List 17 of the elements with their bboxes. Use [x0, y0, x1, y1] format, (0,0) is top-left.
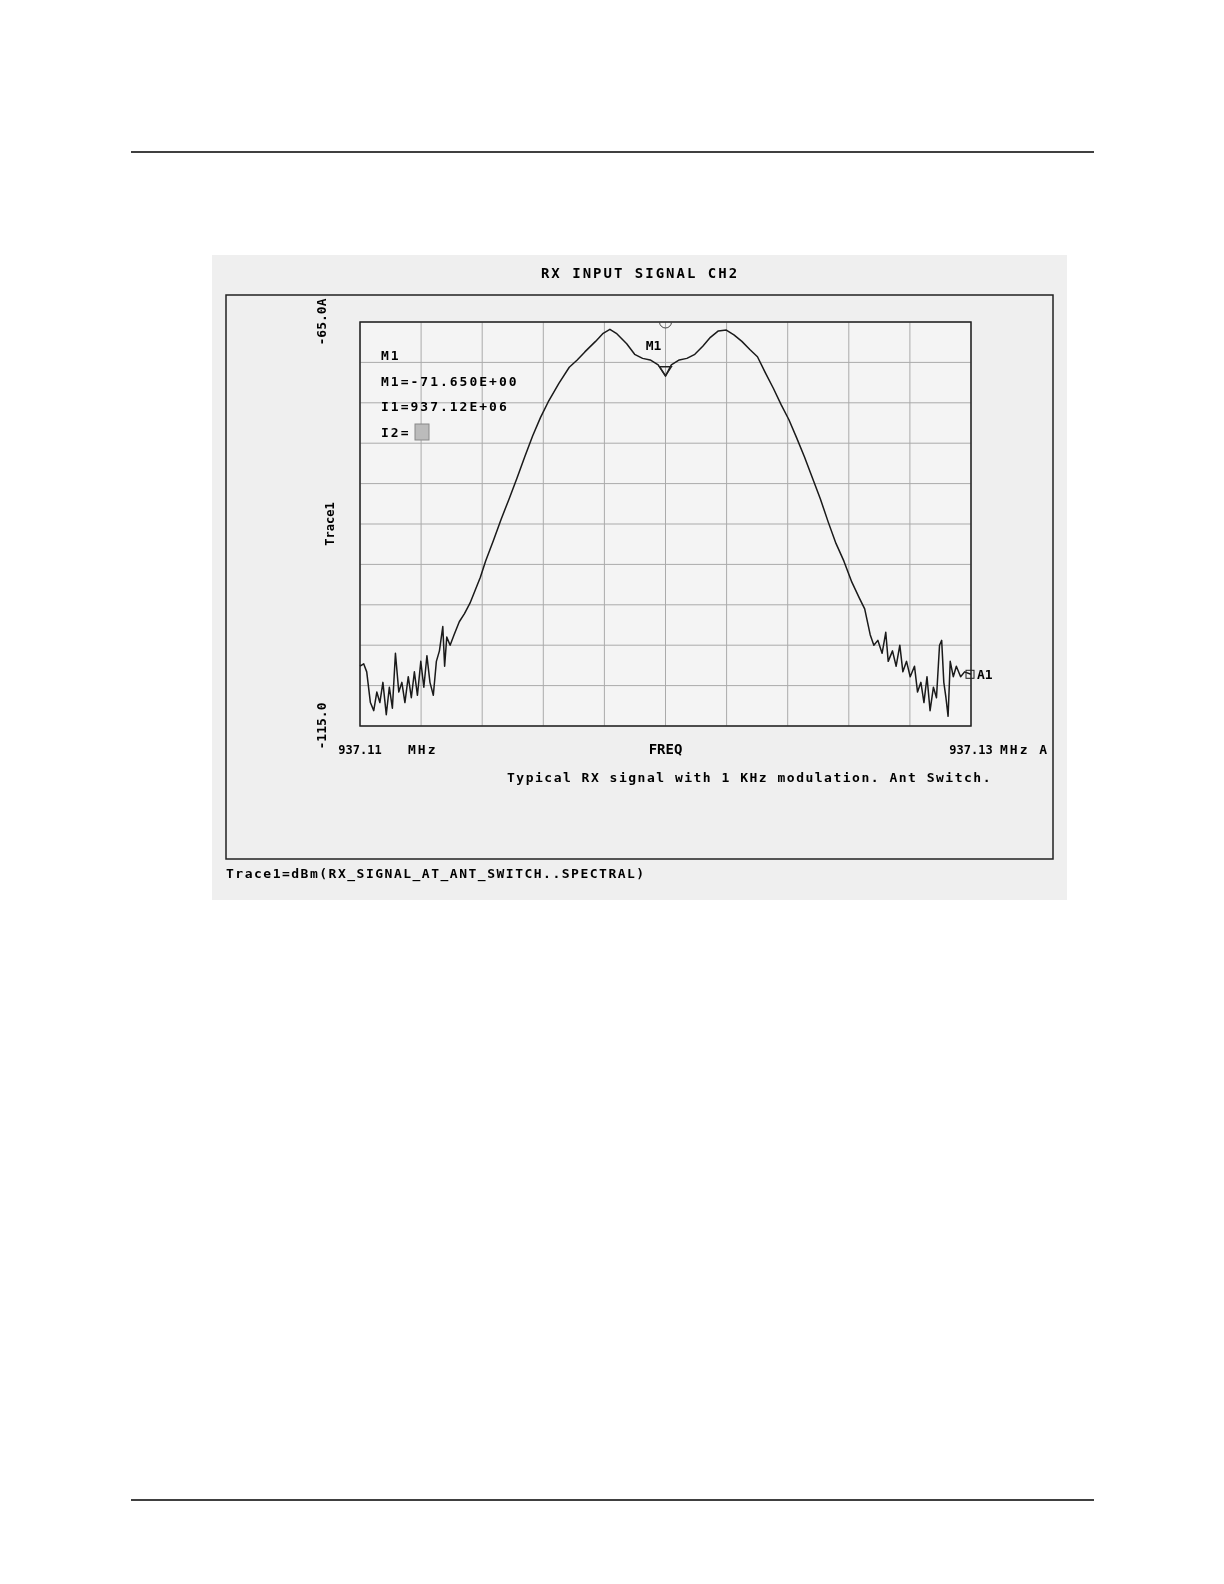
x-tick-label: 937.11 — [338, 743, 382, 757]
text: Typical RX signal with 1 KHz modulation. Ant Switch. — [507, 770, 992, 785]
y-tick-label: -115.0 — [314, 702, 329, 750]
annotation: I2= — [381, 425, 411, 440]
x-tick-label: 937.13 — [949, 743, 993, 757]
text: MHz A — [1000, 742, 1050, 757]
annotation: I1=937.12E+06 — [381, 399, 509, 414]
y-axis-title: Trace1 — [323, 502, 337, 546]
x-axis-title: FREQ — [648, 741, 683, 757]
annotation: M1=-71.650E+00 — [381, 374, 519, 389]
annotation: A1 — [977, 667, 993, 683]
y-tick-label: -65.0A — [314, 298, 329, 346]
text: Trace1=dBm(RX_SIGNAL_AT_ANT_SWITCH..SPECTRAL) — [226, 866, 646, 882]
text: MHz — [408, 742, 438, 757]
chart-title: RX INPUT SIGNAL CH2 — [540, 265, 740, 281]
annotation: M1 — [381, 348, 401, 363]
annotation: M1 — [645, 337, 662, 353]
